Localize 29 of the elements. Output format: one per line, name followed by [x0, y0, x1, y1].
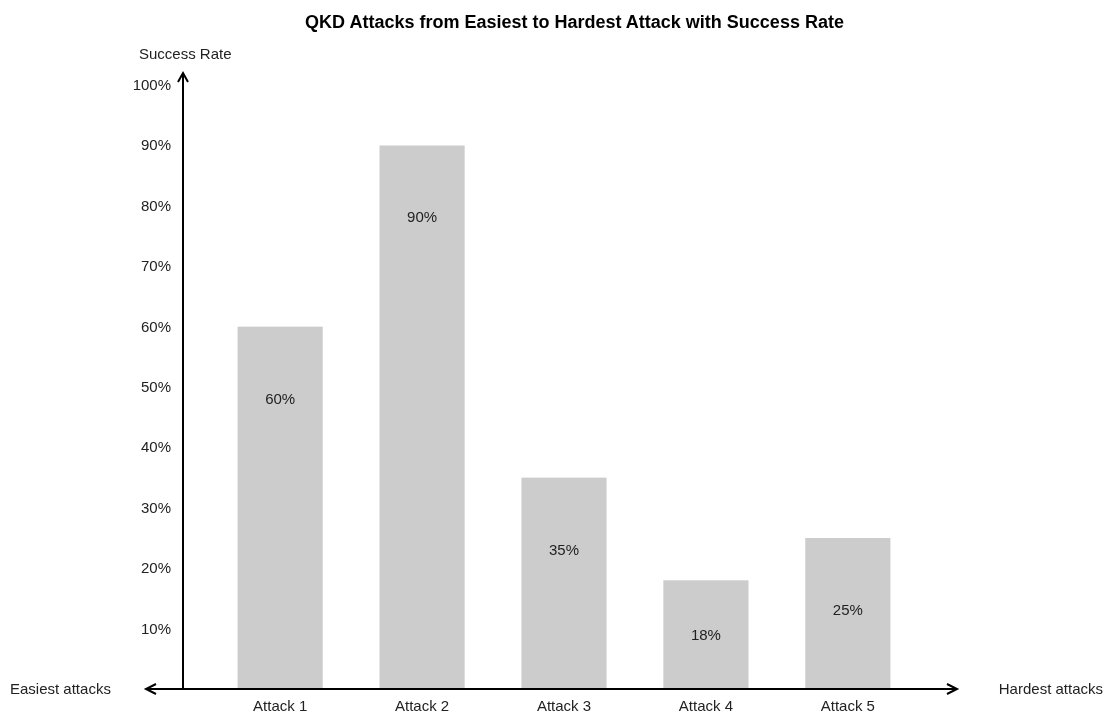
data-label: 25%: [832, 601, 863, 619]
x-tick-label: Attack 2: [394, 697, 450, 714]
data-label: 35%: [548, 540, 580, 558]
bar: [805, 538, 891, 689]
chart-title: QKD Attacks from Easiest to Hardest Attack with Success Rate: [305, 12, 844, 32]
bar: [379, 145, 465, 689]
y-tick-label: 50%: [140, 378, 171, 396]
y-tick-label: 90%: [140, 136, 171, 154]
data-label: 60%: [265, 389, 296, 407]
x-tick-label: Attack 5: [820, 697, 875, 714]
x-tick-label: Attack 3: [536, 697, 592, 714]
y-tick-label: 100%: [132, 76, 171, 94]
y-tick-label: 40%: [140, 438, 171, 456]
y-axis-title: Success Rate: [139, 45, 232, 62]
y-tick-label: 70%: [140, 257, 171, 275]
text: Hardest attacks: [998, 680, 1103, 697]
text: Easiest attacks: [10, 680, 111, 697]
bar: [663, 580, 749, 689]
y-tick-label: 60%: [140, 317, 171, 335]
y-tick-label: 10%: [140, 619, 171, 637]
y-tick-label: 30%: [140, 498, 171, 516]
x-tick-label: Attack 4: [678, 697, 734, 714]
bar: [237, 326, 323, 689]
data-label: 18%: [690, 625, 721, 643]
data-label: 90%: [407, 208, 438, 226]
x-tick-label: Attack 1: [253, 697, 308, 714]
bar: [521, 477, 607, 689]
y-tick-label: 80%: [140, 196, 171, 214]
y-tick-label: 20%: [140, 559, 171, 577]
